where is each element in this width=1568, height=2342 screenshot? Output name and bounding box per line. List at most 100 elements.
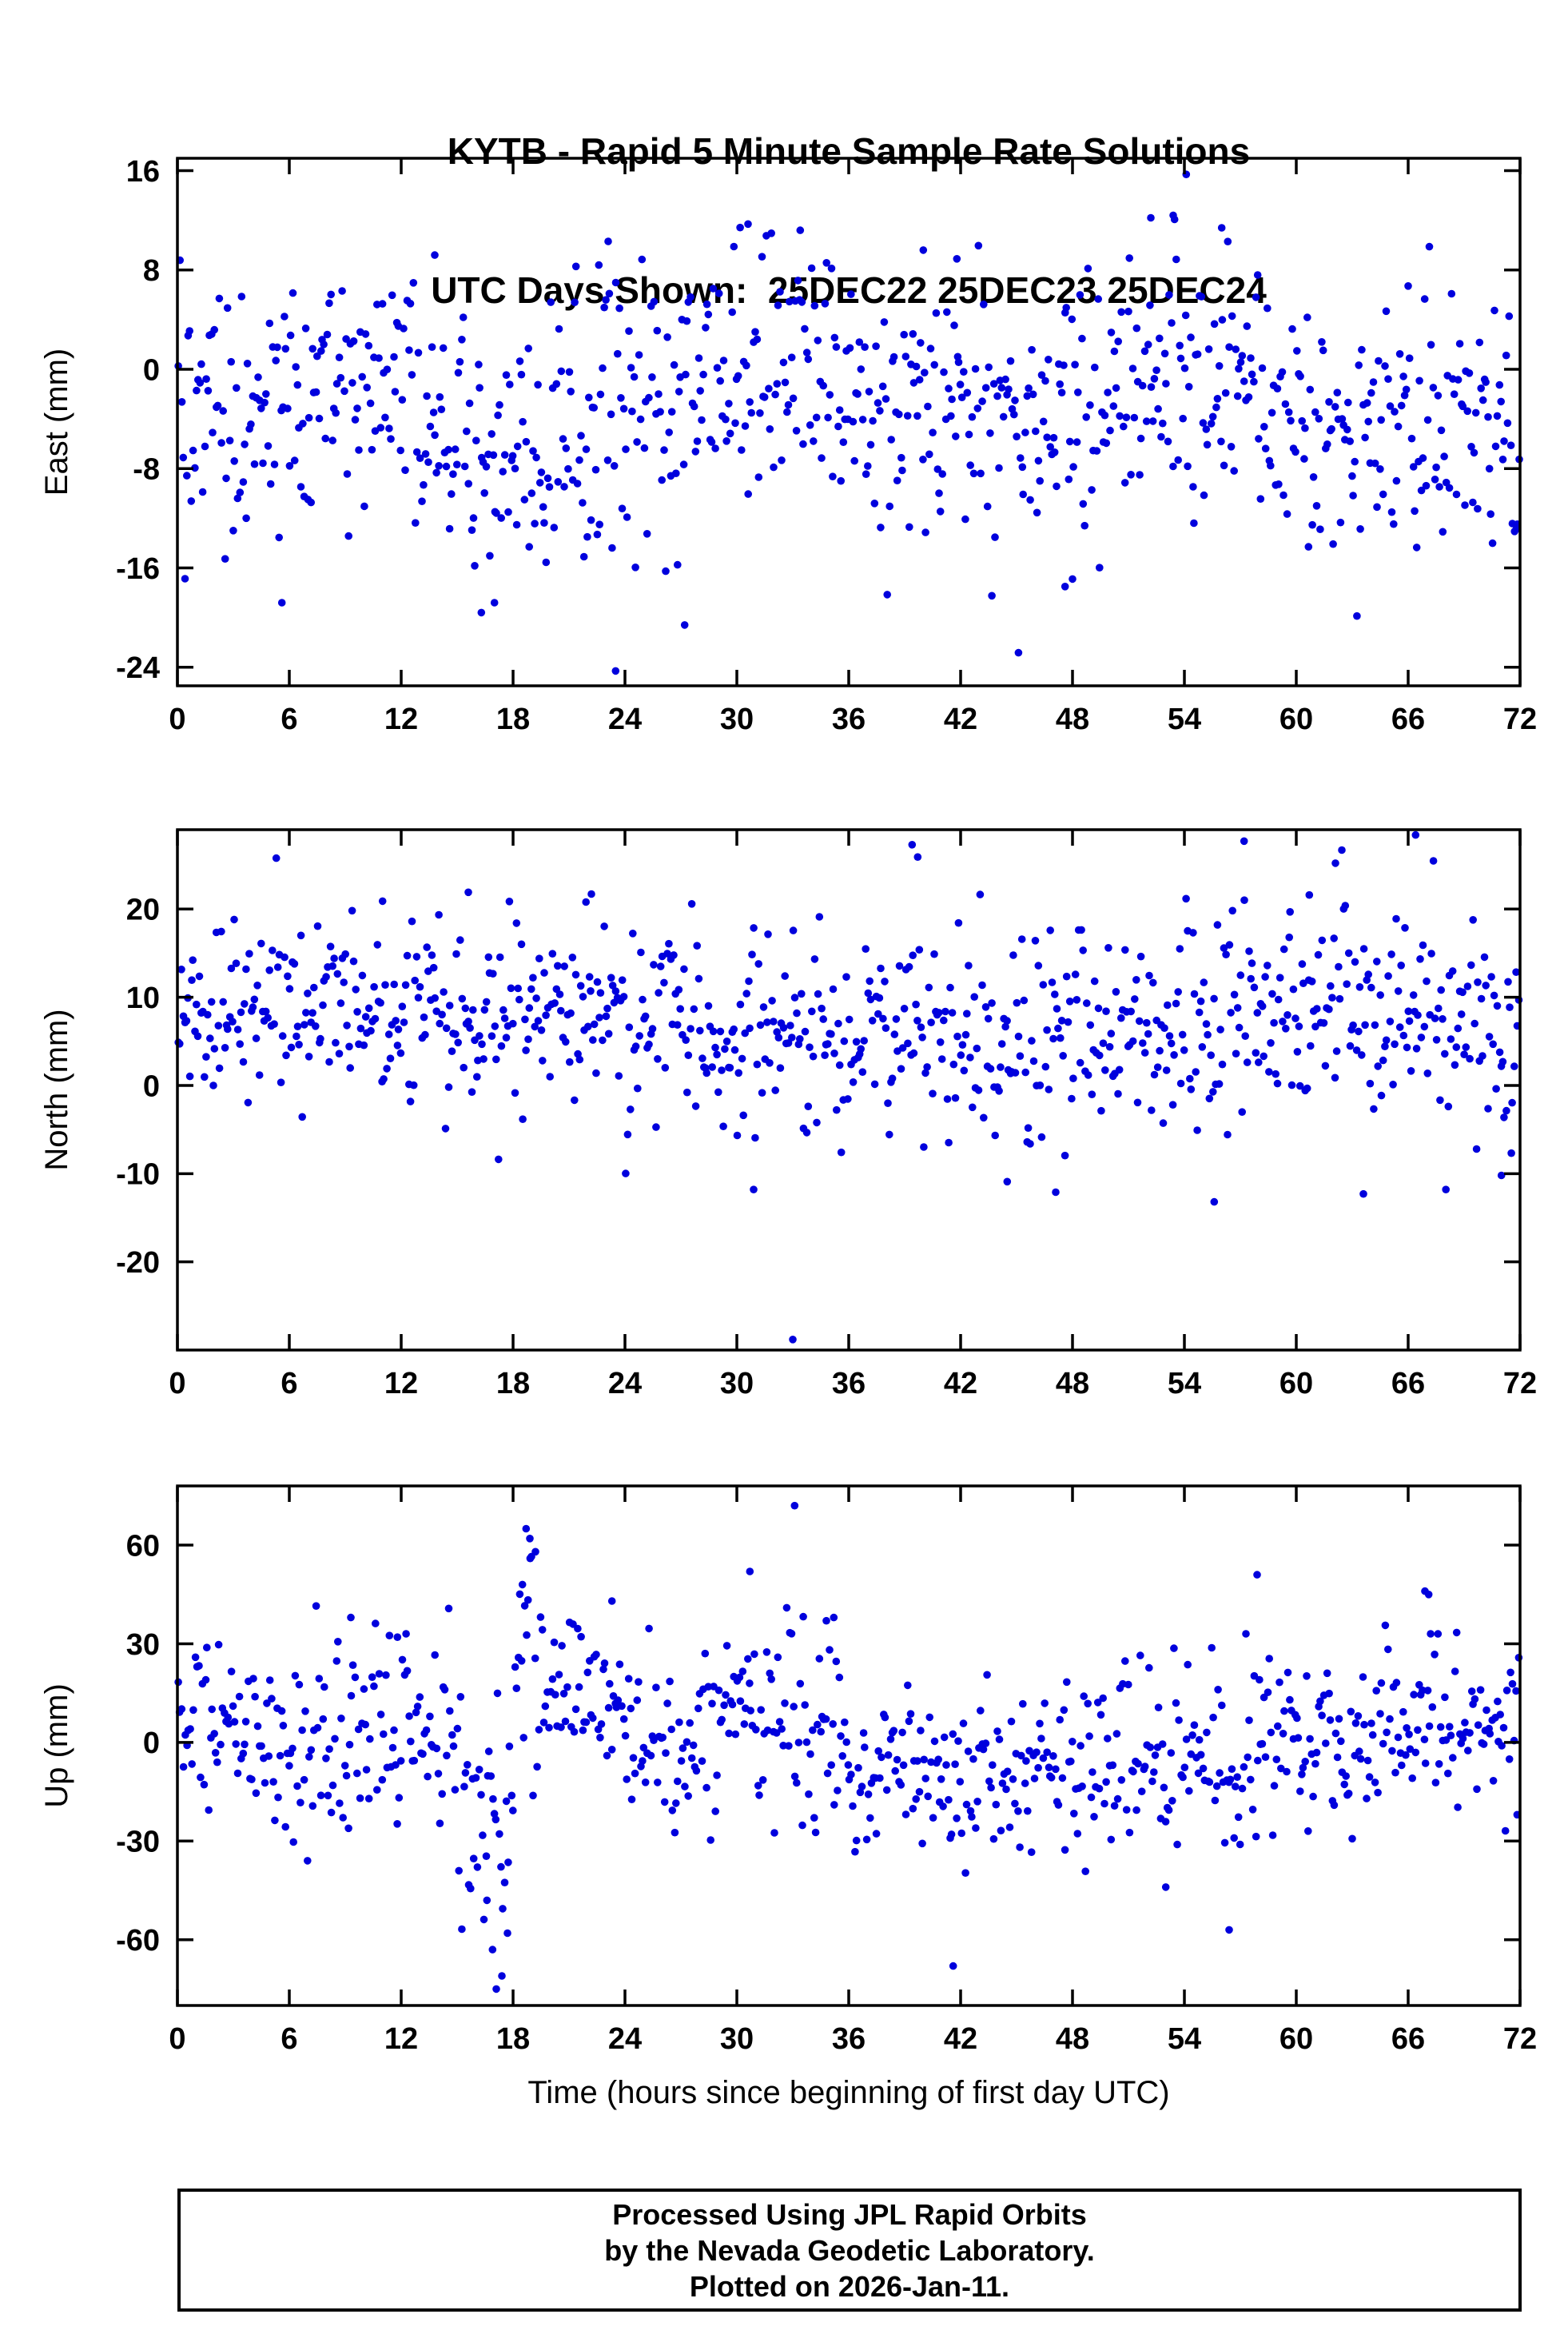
data-point: [451, 445, 460, 453]
data-point: [440, 988, 448, 996]
data-point: [1308, 520, 1316, 529]
data-point: [656, 408, 664, 416]
data-point: [1467, 443, 1475, 451]
data-point: [1492, 1085, 1500, 1093]
data-point: [1450, 390, 1459, 399]
data-point: [857, 365, 866, 373]
data-point: [1117, 1776, 1126, 1784]
data-point: [1001, 375, 1009, 384]
data-point: [1487, 973, 1495, 981]
data-point: [834, 1019, 842, 1028]
data-point: [1419, 454, 1427, 462]
x-tick-label: 60: [1279, 2022, 1313, 2056]
data-point: [210, 1730, 219, 1738]
data-point: [1028, 1037, 1036, 1045]
data-point: [1168, 1101, 1177, 1109]
data-point: [714, 1686, 723, 1695]
data-point: [1198, 1043, 1207, 1051]
data-point: [436, 392, 444, 401]
data-point: [295, 1041, 303, 1049]
data-point: [576, 982, 585, 990]
data-point: [1116, 412, 1124, 420]
data-point: [733, 1131, 742, 1140]
data-point: [428, 951, 436, 959]
data-point: [1475, 338, 1484, 347]
data-point: [1436, 1096, 1444, 1105]
data-point: [1423, 977, 1431, 986]
data-point: [551, 1691, 559, 1699]
data-point: [699, 370, 707, 379]
data-point: [1421, 1759, 1430, 1767]
data-point: [1384, 972, 1392, 980]
data-point: [444, 1083, 453, 1091]
data-point: [519, 1734, 527, 1742]
data-point: [1447, 289, 1456, 298]
data-point: [1077, 926, 1085, 934]
data-point: [893, 476, 901, 484]
data-point: [1057, 1017, 1066, 1025]
data-point: [1136, 471, 1144, 479]
data-point-outlier: [790, 1501, 799, 1510]
data-point: [1480, 953, 1489, 962]
data-point: [512, 1684, 521, 1692]
data-point: [864, 462, 872, 470]
data-point: [420, 1013, 428, 1022]
data-point: [548, 1675, 557, 1683]
data-point: [315, 1675, 324, 1683]
data-point: [1179, 414, 1187, 423]
data-point: [835, 1061, 844, 1069]
data-point: [492, 509, 500, 517]
data-point: [635, 1678, 643, 1686]
data-point: [312, 1022, 320, 1030]
data-point: [1356, 1755, 1365, 1763]
data-point: [1238, 1784, 1247, 1793]
data-point: [1449, 1754, 1457, 1762]
data-point: [1316, 1697, 1324, 1706]
data-point: [977, 1707, 985, 1715]
data-point: [784, 400, 793, 409]
data-point: [375, 1670, 384, 1678]
data-point: [1121, 1657, 1129, 1665]
data-point: [466, 1024, 474, 1032]
data-point: [416, 1693, 424, 1701]
data-point: [567, 1009, 575, 1018]
data-point: [913, 1017, 921, 1025]
data-point: [1445, 484, 1454, 492]
data-point-outlier: [347, 1613, 355, 1622]
data-point: [1441, 1050, 1449, 1058]
data-point: [1283, 510, 1291, 518]
data-point: [804, 355, 813, 364]
data-point: [1498, 456, 1507, 464]
data-point: [960, 368, 968, 376]
data-point: [334, 1638, 342, 1646]
data-point: [1143, 1018, 1151, 1027]
data-point: [631, 1042, 640, 1050]
data-point: [1067, 1757, 1075, 1766]
data-point: [489, 451, 498, 460]
data-point: [1047, 1774, 1056, 1782]
data-point: [1003, 1767, 1012, 1775]
data-point: [426, 1712, 434, 1721]
data-point: [1500, 1113, 1508, 1121]
data-point: [327, 290, 336, 299]
data-point: [1248, 1806, 1257, 1814]
data-point: [929, 1814, 937, 1822]
data-point: [1367, 983, 1375, 992]
data-point: [854, 390, 862, 398]
data-point: [1154, 1703, 1163, 1711]
data-point: [265, 966, 274, 974]
data-point: [884, 1099, 892, 1107]
data-point: [596, 390, 605, 399]
data-point: [921, 528, 929, 536]
y-tick-label: -20: [116, 1246, 160, 1280]
data-point: [431, 431, 439, 440]
data-point: [781, 972, 789, 980]
data-point: [1235, 364, 1243, 373]
data-point: [431, 994, 439, 1002]
data-point: [1013, 998, 1021, 1007]
data-point: [438, 1010, 446, 1019]
data-point: [284, 972, 292, 981]
data-point: [1164, 1806, 1173, 1814]
data-point: [764, 930, 772, 938]
data-point: [1020, 996, 1029, 1005]
